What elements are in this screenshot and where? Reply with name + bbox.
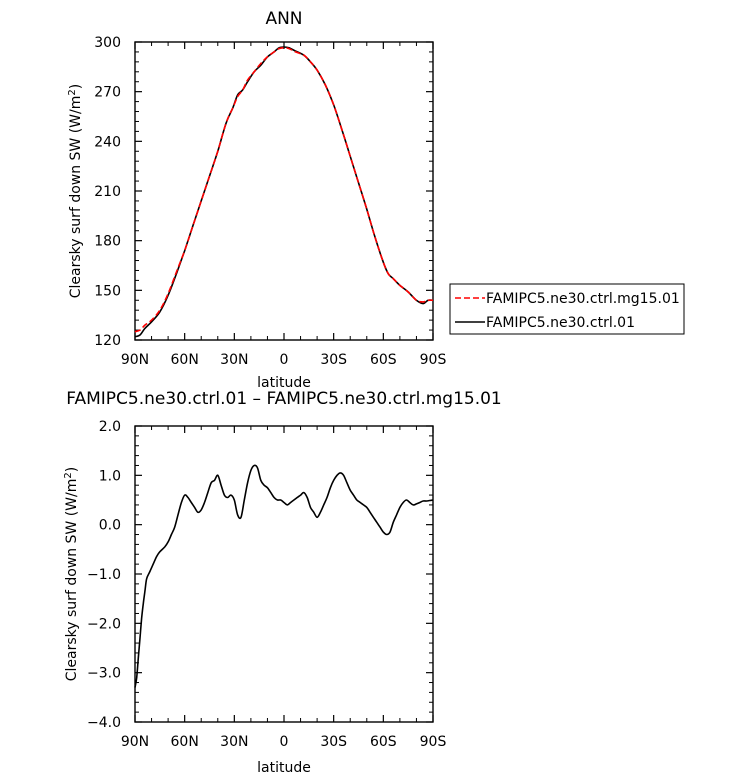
- y-tick-label: −2.0: [87, 616, 121, 632]
- y-tick-label: 300: [94, 35, 121, 51]
- y-tick-label: 180: [94, 234, 121, 250]
- y-tick-label: 1.0: [99, 468, 121, 484]
- x-tick-label: 90N: [121, 352, 149, 368]
- legend: FAMIPC5.ne30.ctrl.mg15.01 FAMIPC5.ne30.c…: [449, 283, 685, 335]
- y-tick-label: 270: [94, 85, 121, 101]
- x-axis-label: latitude: [257, 760, 311, 776]
- y-axis-label: Clearsky surf down SW (W/m2): [63, 467, 80, 681]
- x-tick-label: 60S: [370, 352, 397, 368]
- legend-label-mg15: FAMIPC5.ne30.ctrl.mg15.01: [486, 291, 680, 307]
- legend-label-ctrl: FAMIPC5.ne30.ctrl.01: [486, 315, 635, 331]
- difference-title: FAMIPC5.ne30.ctrl.01 – FAMIPC5.ne30.ctrl…: [66, 389, 502, 409]
- x-axis-label: latitude: [257, 375, 311, 391]
- plot-frame: [134, 41, 434, 341]
- x-tick-label: 0: [280, 352, 289, 368]
- series-line-FAMIPC5-ne30-ctrl-mg15-01: [134, 46, 434, 333]
- x-tick-label: 60N: [171, 352, 199, 368]
- y-tick-label: 120: [94, 333, 121, 349]
- y-tick-label: 210: [94, 184, 121, 200]
- x-tick-label: 30N: [220, 734, 248, 750]
- x-tick-label: 60S: [370, 734, 397, 750]
- x-tick-label: 90S: [420, 352, 447, 368]
- axis-ticks: −4.0 −3.0 −2.0 −1.0 0.0 1.0 2.0 90N 60N 30N 0 30S 60…: [87, 419, 446, 750]
- y-tick-label: 150: [94, 283, 121, 299]
- y-tick-label: −1.0: [87, 567, 121, 583]
- x-tick-label: 0: [280, 734, 289, 750]
- x-tick-label: 30N: [220, 352, 248, 368]
- x-tick-label: 30S: [320, 734, 347, 750]
- x-tick-label: 30S: [320, 352, 347, 368]
- series-line-FAMIPC5-ne30-ctrl-01: [134, 46, 434, 338]
- x-tick-label: 90S: [420, 734, 447, 750]
- x-tick-label: 60N: [171, 734, 199, 750]
- legend-box: [449, 283, 685, 335]
- y-tick-label: 2.0: [99, 419, 121, 435]
- chart-title: ANN: [265, 9, 302, 29]
- zonal-mean-panel: ANN 120 150 180 210 240 270 300 90N 60N 30N 0 30S 60…: [67, 9, 446, 391]
- difference-line: [134, 464, 434, 688]
- axis-ticks: 120 150 180 210 240 270 300 90N 60N 30N 0 30S 60S 90S: [94, 35, 446, 368]
- plot-frame: [134, 425, 434, 723]
- y-tick-label: −4.0: [87, 715, 121, 731]
- series-lines: [134, 464, 434, 688]
- y-tick-label: 240: [94, 134, 121, 150]
- series-lines: [134, 46, 434, 338]
- x-tick-label: 90N: [121, 734, 149, 750]
- y-tick-label: 0.0: [99, 518, 121, 534]
- y-tick-label: −3.0: [87, 666, 121, 682]
- y-axis-label: Clearsky surf down SW (W/m2): [67, 84, 84, 298]
- difference-panel: FAMIPC5.ne30.ctrl.01 – FAMIPC5.ne30.ctrl…: [63, 389, 502, 776]
